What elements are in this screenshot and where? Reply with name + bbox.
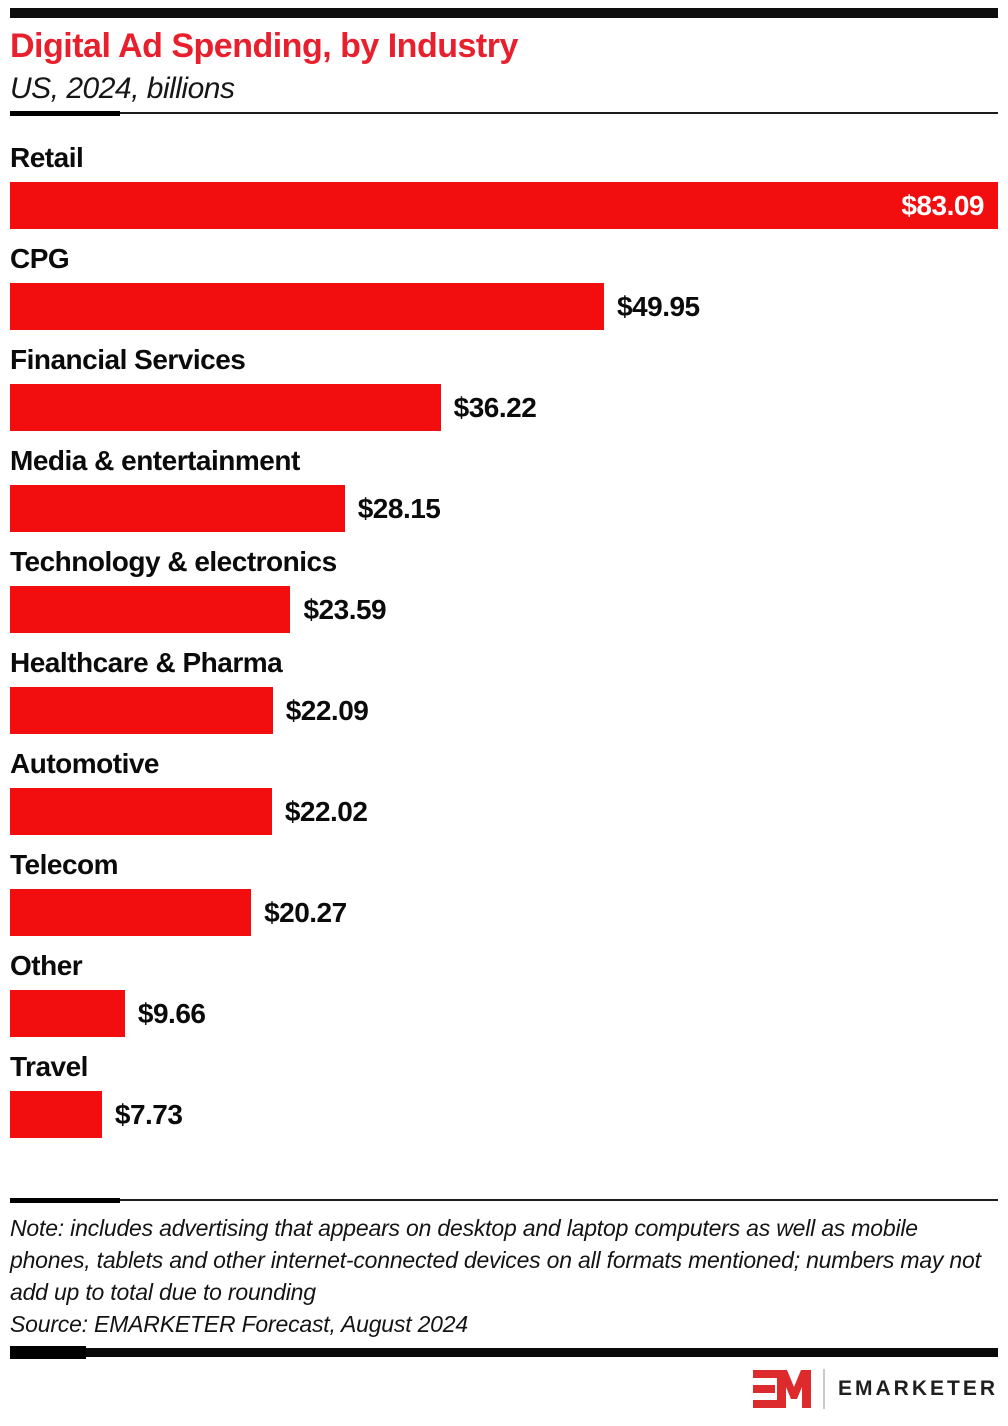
chart-rows: Retail $83.09 CPG $49.95 Financial Services $… <box>10 142 998 1138</box>
category-label: Telecom <box>10 849 119 880</box>
bar-chart: Retail $83.09 CPG $49.95 Financial Services $… <box>10 142 998 1138</box>
value-label: $20.27 <box>264 896 347 928</box>
bar <box>10 485 345 532</box>
category-label: Financial Services <box>10 344 246 375</box>
category-label: Retail <box>10 142 84 173</box>
bar <box>10 1091 102 1138</box>
footer-divider <box>10 1198 998 1203</box>
bar <box>10 283 604 330</box>
bar-track: $9.66 <box>10 990 998 1037</box>
top-accent-bar <box>10 8 998 18</box>
bar-track: $22.02 <box>10 788 998 835</box>
value-label: $22.09 <box>285 694 369 726</box>
bar-row: Retail $83.09 <box>10 142 998 229</box>
bar-track: $36.22 <box>10 384 998 431</box>
logo-divider <box>822 1369 825 1409</box>
value-label: $23.59 <box>303 593 387 625</box>
value-label: $36.22 <box>453 391 537 423</box>
footer-accent-bar <box>10 1346 998 1359</box>
value-label: $49.95 <box>616 290 700 322</box>
chart-source: Source: EMARKETER Forecast, August 2024 <box>10 1311 468 1337</box>
bar-row: CPG $49.95 <box>10 243 998 330</box>
category-label: Other <box>10 950 83 981</box>
bar <box>10 586 291 633</box>
category-label: Travel <box>10 1051 88 1082</box>
bar-row: Other $9.66 <box>10 950 998 1037</box>
value-label: $7.73 <box>114 1098 183 1130</box>
bar-row: Media & entertainment $28.15 <box>10 445 998 532</box>
value-label: $28.15 <box>357 492 441 524</box>
category-label: Healthcare & Pharma <box>10 647 283 678</box>
bar <box>10 384 441 431</box>
value-label: $22.02 <box>284 795 368 827</box>
bar-row: Automotive $22.02 <box>10 748 998 835</box>
page-subtitle: US, 2024, billions <box>10 72 235 105</box>
bar-track: $7.73 <box>10 1091 998 1138</box>
bar <box>10 990 125 1037</box>
bar-track: $83.09 <box>10 182 998 229</box>
bar <box>10 889 252 936</box>
bar <box>10 788 272 835</box>
brand-logo: EMARKETER <box>10 1368 998 1410</box>
category-label: Media & entertainment <box>10 445 300 476</box>
bar-track: $28.15 <box>10 485 998 532</box>
emarketer-wordmark: EMARKETER <box>837 1377 998 1400</box>
category-label: CPG <box>10 243 70 274</box>
bar-row: Travel $7.73 <box>10 1051 998 1138</box>
bar <box>10 182 998 229</box>
bar-track: $20.27 <box>10 889 998 936</box>
value-label: $9.66 <box>137 997 206 1029</box>
header-divider <box>10 111 998 116</box>
chart-page: Digital Ad Spending, by Industry US, 202… <box>0 8 1008 1410</box>
bar-track: $22.09 <box>10 687 998 734</box>
category-label: Technology & electronics <box>10 546 337 577</box>
category-label: Automotive <box>10 748 160 779</box>
bar <box>10 687 273 734</box>
bar-row: Telecom $20.27 <box>10 849 998 936</box>
bar-row: Technology & electronics $23.59 <box>10 546 998 633</box>
page-title: Digital Ad Spending, by Industry <box>10 27 518 65</box>
emarketer-monogram-icon <box>752 1370 811 1408</box>
bar-track: $23.59 <box>10 586 998 633</box>
chart-note: Note: includes advertising that appears … <box>10 1215 981 1305</box>
bar-row: Financial Services $36.22 <box>10 344 998 431</box>
bar-track: $49.95 <box>10 283 998 330</box>
bar-row: Healthcare & Pharma $22.09 <box>10 647 998 734</box>
value-label: $83.09 <box>901 189 984 221</box>
